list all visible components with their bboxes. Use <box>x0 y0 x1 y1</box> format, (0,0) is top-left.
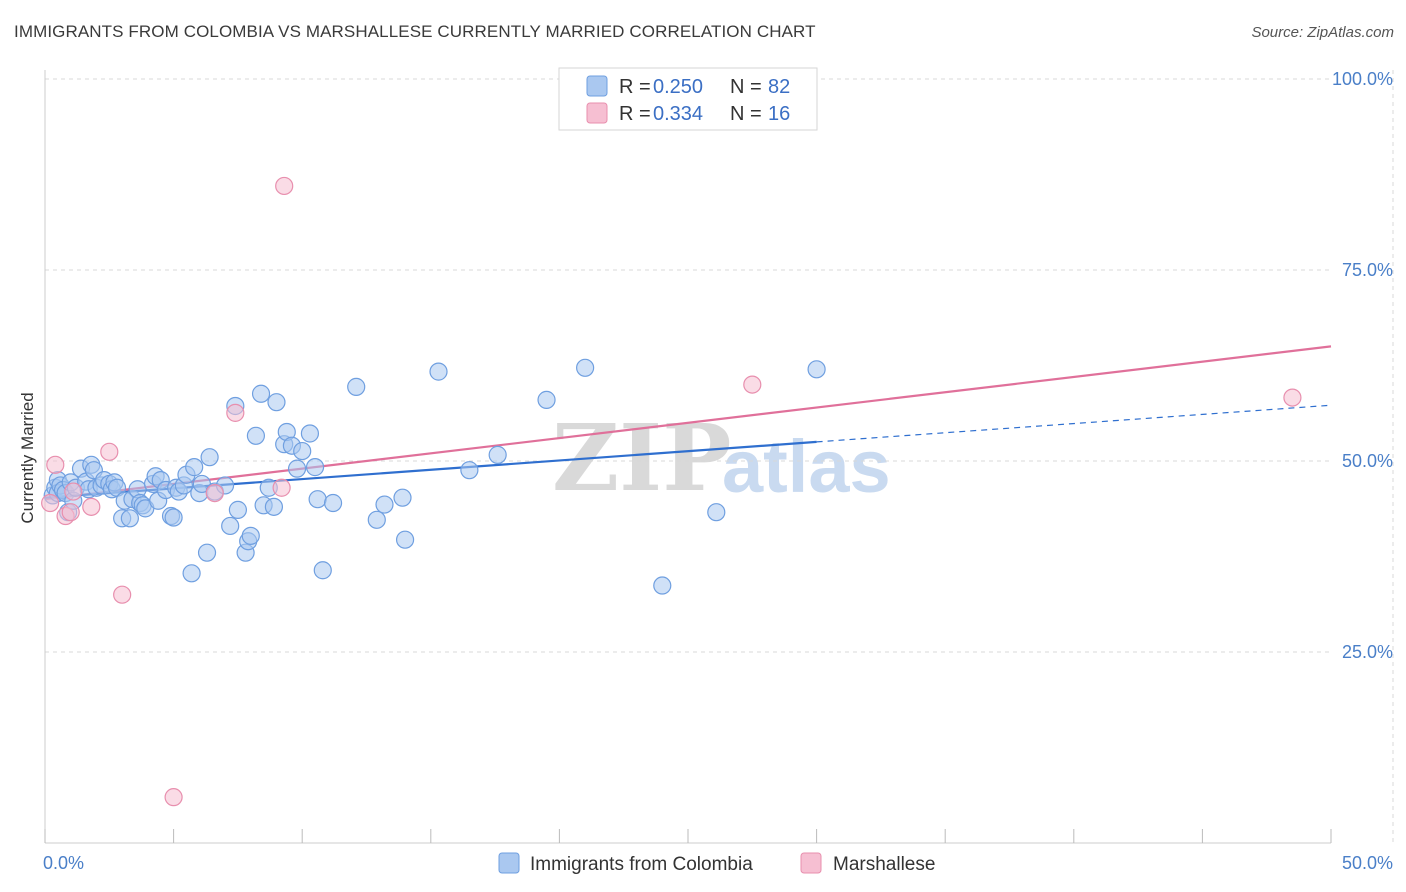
x-tick-label: 50.0% <box>1342 853 1393 873</box>
scatter-points <box>41 176 1302 807</box>
point-colombia <box>537 390 556 409</box>
point-marshallese <box>113 585 132 604</box>
point-colombia <box>313 561 332 580</box>
point-colombia <box>293 441 312 461</box>
point-marshallese <box>41 493 60 513</box>
point-colombia <box>375 495 394 514</box>
point-colombia <box>429 362 448 381</box>
point-colombia <box>395 530 415 549</box>
legend-bottom-swatch-marshallese <box>800 852 822 874</box>
legend-r-label-marshallese: R = <box>619 103 651 125</box>
point-marshallese <box>82 497 101 516</box>
legend-n-label-colombia: N = <box>730 76 762 98</box>
point-colombia <box>241 526 260 545</box>
point-colombia <box>197 543 217 562</box>
point-colombia <box>807 360 826 379</box>
point-colombia <box>120 509 139 528</box>
point-colombia <box>221 516 240 536</box>
point-colombia <box>308 490 327 509</box>
legend-r-label-colombia: R = <box>619 76 651 98</box>
point-colombia <box>653 576 672 595</box>
point-colombia <box>182 564 201 583</box>
point-colombia <box>287 459 307 478</box>
point-colombia <box>488 445 507 464</box>
point-colombia <box>305 458 325 477</box>
chart-title: IMMIGRANTS FROM COLOMBIA VS MARSHALLESE … <box>14 22 816 41</box>
point-colombia <box>323 493 343 513</box>
point-colombia <box>200 448 219 467</box>
y-tick-labels: 25.0% 50.0% 75.0% 100.0% <box>1332 69 1393 662</box>
point-colombia <box>264 497 284 516</box>
point-marshallese <box>100 442 119 461</box>
source-label: Source: ZipAtlas.com <box>1251 24 1394 41</box>
point-colombia <box>707 503 726 522</box>
point-colombia <box>246 426 266 445</box>
legend-bottom-swatch-colombia <box>498 852 520 874</box>
x-tick-labels: 0.0% 50.0% <box>43 853 1393 873</box>
legend-n-value-colombia: 82 <box>768 76 790 98</box>
legend-top: R = 0.250 N = 82 R = 0.334 N = 16 <box>558 67 818 131</box>
y-tick-label: 50.0% <box>1342 451 1393 471</box>
point-colombia <box>185 458 204 477</box>
point-marshallese <box>272 478 291 497</box>
point-colombia <box>393 488 412 507</box>
y-tick-label: 100.0% <box>1332 69 1393 89</box>
legend-bottom-label-marshallese: Marshallese <box>833 854 935 875</box>
legend-n-value-marshallese: 16 <box>768 103 790 125</box>
point-marshallese <box>64 482 83 501</box>
point-colombia <box>251 384 271 403</box>
point-marshallese <box>1283 388 1302 407</box>
trend-line-colombia-extension <box>816 404 1332 443</box>
legend-r-value-colombia: 0.250 <box>653 76 703 98</box>
watermark-atlas: atlas <box>722 425 891 508</box>
point-colombia <box>300 424 320 443</box>
point-colombia <box>267 393 286 412</box>
point-marshallese <box>164 788 183 807</box>
point-colombia <box>367 510 386 529</box>
point-marshallese <box>275 176 294 196</box>
x-tick-label: 0.0% <box>43 853 84 873</box>
point-marshallese <box>743 375 762 394</box>
point-marshallese <box>61 503 80 522</box>
point-colombia <box>164 508 183 527</box>
point-colombia <box>576 358 595 377</box>
legend-bottom-label-colombia: Immigrants from Colombia <box>530 854 753 875</box>
point-colombia <box>228 500 247 519</box>
point-colombia <box>347 377 366 396</box>
legend-r-value-marshallese: 0.334 <box>653 103 703 125</box>
legend-swatch-marshallese <box>586 102 608 124</box>
axes <box>44 70 1332 844</box>
legend-bottom: Immigrants from Colombia Marshallese <box>498 852 935 875</box>
y-axis-label: Currently Married <box>18 392 37 523</box>
point-marshallese <box>226 403 245 422</box>
point-marshallese <box>205 483 224 503</box>
y-tick-label: 75.0% <box>1342 260 1393 280</box>
point-marshallese <box>46 455 65 474</box>
legend-swatch-colombia <box>586 75 608 97</box>
legend-n-label-marshallese: N = <box>730 103 762 125</box>
point-colombia <box>460 461 479 480</box>
y-tick-label: 25.0% <box>1342 642 1393 662</box>
trend-line-marshallese <box>44 345 1332 501</box>
